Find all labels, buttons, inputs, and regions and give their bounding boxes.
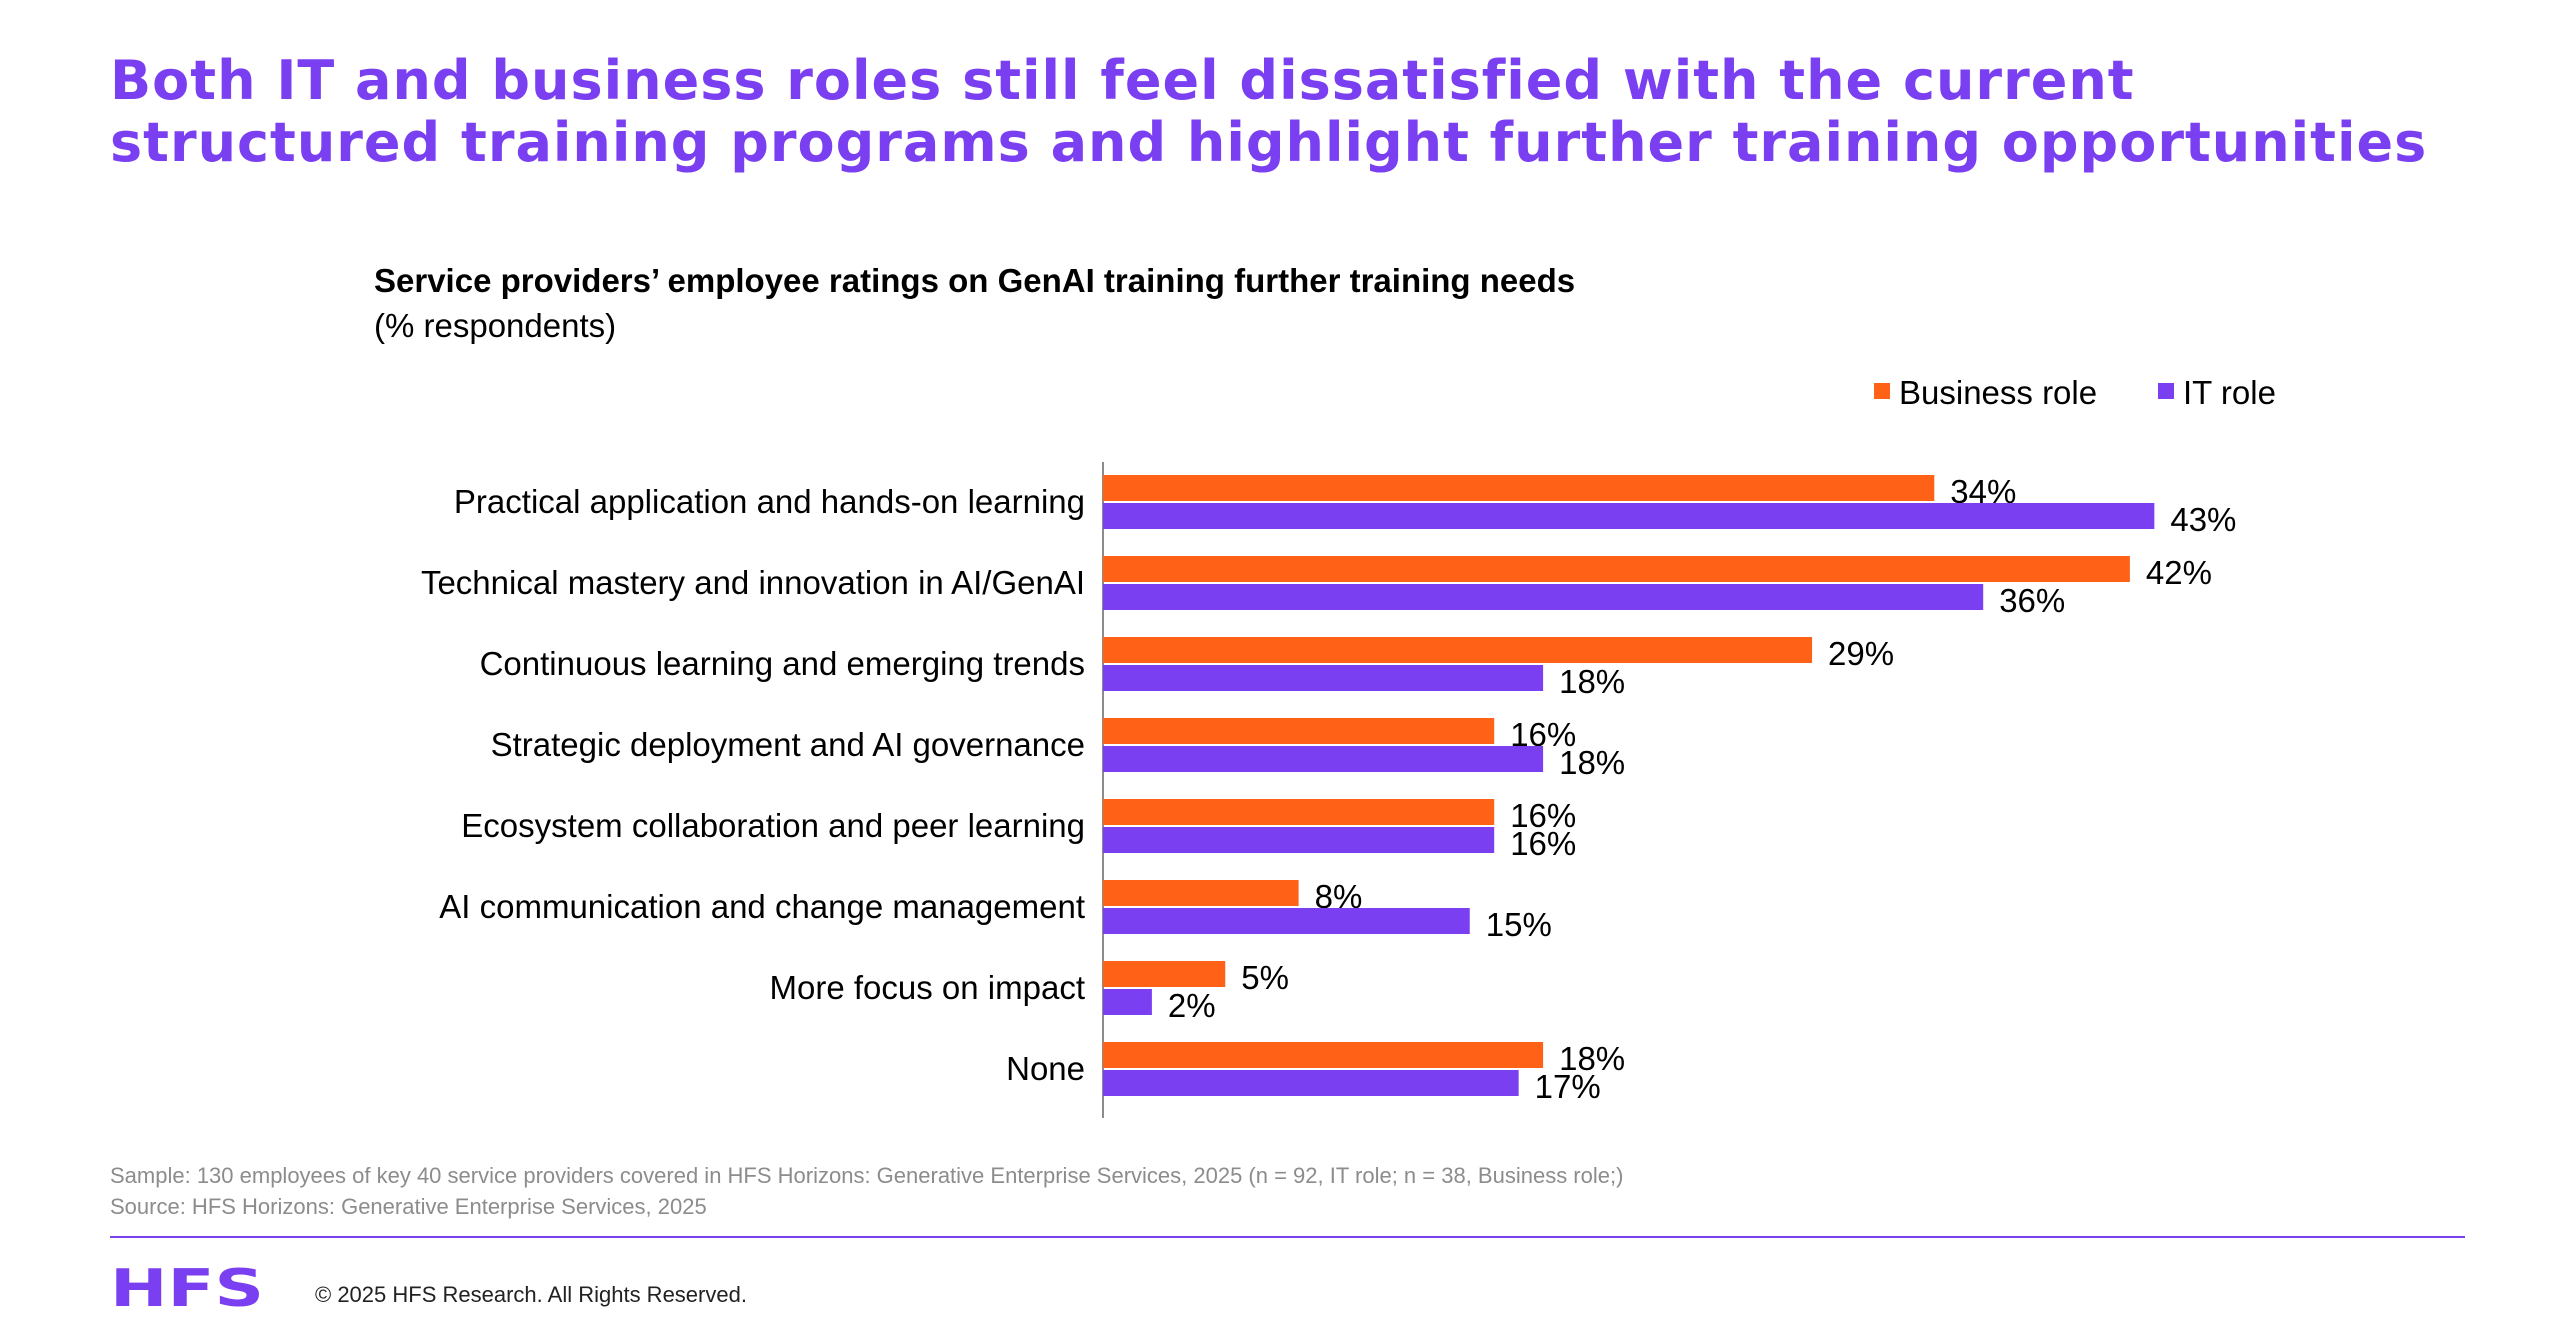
data-label: 17% xyxy=(1535,1068,1601,1105)
bar-business xyxy=(1103,799,1495,825)
category-label: Strategic deployment and AI governance xyxy=(491,726,1085,763)
slide-headline: Both IT and business roles still feel di… xyxy=(110,49,2428,174)
legend-swatch-business xyxy=(1874,383,1890,399)
bar-it xyxy=(1103,665,1544,691)
data-label: 36% xyxy=(1999,582,2065,619)
bar-business xyxy=(1103,637,1813,663)
legend-label: IT role xyxy=(2183,374,2276,411)
category-label: More focus on impact xyxy=(770,969,1085,1006)
source-note: Source: HFS Horizons: Generative Enterpr… xyxy=(110,1194,707,1219)
data-label: 16% xyxy=(1510,825,1576,862)
hfs-logo: HFS xyxy=(110,1262,264,1312)
category-label: Ecosystem collaboration and peer learnin… xyxy=(461,807,1085,844)
bar-business xyxy=(1103,475,1935,501)
data-label: 43% xyxy=(2170,501,2236,538)
legend-label: Business role xyxy=(1899,374,2097,411)
bar-it xyxy=(1103,1070,1519,1096)
data-label: 15% xyxy=(1486,906,1552,943)
bar-it xyxy=(1103,908,1470,934)
category-label: Continuous learning and emerging trends xyxy=(480,645,1085,682)
category-label: Practical application and hands-on learn… xyxy=(454,483,1085,520)
data-label: 42% xyxy=(2146,554,2212,591)
chart-title: Service providers’ employee ratings on G… xyxy=(374,262,1576,299)
copyright-text: © 2025 HFS Research. All Rights Reserved… xyxy=(315,1282,747,1307)
bar-it xyxy=(1103,503,2155,529)
data-label: 18% xyxy=(1559,663,1625,700)
chart-subtitle: (% respondents) xyxy=(374,307,617,344)
bar-business xyxy=(1103,1042,1544,1068)
data-label: 2% xyxy=(1168,987,1216,1024)
data-label: 16% xyxy=(1510,797,1576,834)
bar-it xyxy=(1103,746,1544,772)
category-label: None xyxy=(1006,1050,1085,1087)
bar-business xyxy=(1103,718,1495,744)
footer-divider xyxy=(110,1236,2465,1238)
data-label: 18% xyxy=(1559,1040,1625,1077)
bar-business xyxy=(1103,961,1226,987)
category-label: AI communication and change management xyxy=(439,888,1085,925)
bar-it xyxy=(1103,584,1984,610)
bar-it xyxy=(1103,827,1495,853)
category-label: Technical mastery and innovation in AI/G… xyxy=(421,564,1085,601)
data-label: 29% xyxy=(1828,635,1894,672)
data-label: 5% xyxy=(1241,959,1289,996)
svg-text:HFS: HFS xyxy=(110,1262,264,1312)
bar-business xyxy=(1103,880,1299,906)
bar-chart: Business role IT role Practical applicatio… xyxy=(421,374,2276,1118)
bar-it xyxy=(1103,989,1152,1015)
bar-business xyxy=(1103,556,2130,582)
legend-swatch-it xyxy=(2158,383,2174,399)
data-label: 18% xyxy=(1559,744,1625,781)
sample-note: Sample: 130 employees of key 40 service … xyxy=(110,1163,1624,1188)
